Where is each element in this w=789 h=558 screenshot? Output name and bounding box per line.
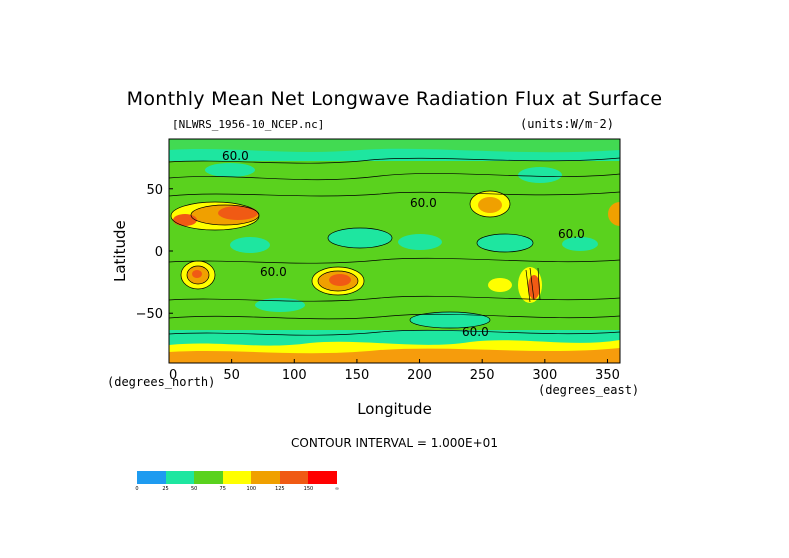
y-tick-label: −50 [136, 307, 163, 322]
contour-label: 60.0 [222, 149, 249, 163]
x-tick-label: 250 [470, 368, 495, 383]
x-tick-label: 350 [595, 368, 620, 383]
x-unit-label: (degrees_north) [107, 375, 216, 389]
colorbar-label: 150 [303, 486, 314, 492]
colorbar-label: 100 [246, 486, 257, 492]
contour-label: 60.0 [462, 325, 489, 339]
x-tick-label: 200 [407, 368, 432, 383]
colorbar-segment [279, 471, 309, 484]
contour-label: 60.0 [558, 227, 585, 241]
colorbar-label: 0 [135, 486, 139, 492]
colorbar-label: 75 [219, 486, 226, 492]
x-tick-label: 50 [223, 368, 240, 383]
y-unit-label: (degrees_east) [538, 383, 640, 397]
chart-title: Monthly Mean Net Longwave Radiation Flux… [126, 88, 663, 110]
colorbar-label: 25 [162, 486, 169, 492]
file-name-label: [NLWRS_1956-10_NCEP.nc] [172, 118, 325, 131]
heatmap-field [169, 139, 620, 363]
colorbar-segment [137, 471, 166, 484]
y-tick-label: 50 [146, 183, 163, 198]
x-tick-label: 150 [345, 368, 370, 383]
contour-label: 60.0 [410, 196, 437, 210]
x-tick-label: 100 [282, 368, 307, 383]
y-axis-label: Latitude [111, 220, 129, 282]
contour-interval-label: CONTOUR INTERVAL = 1.000E+01 [291, 436, 498, 450]
colorbar-segment [194, 471, 223, 484]
contour-label: 60.0 [260, 265, 287, 279]
colorbar-label: 50 [190, 486, 198, 492]
colorbar-segment [308, 471, 338, 484]
units-label: (units:W/m⁻2) [520, 117, 614, 131]
colorbar-labels: 0 25 50 75 100 125 150 ∞ [135, 486, 340, 496]
colorbar-segment [222, 471, 252, 484]
x-tick-label: 300 [532, 368, 557, 383]
colorbar [137, 471, 338, 484]
colorbar-label: ∞ [334, 486, 340, 492]
colorbar-segment [165, 471, 195, 484]
x-axis-label: Longitude [357, 400, 432, 418]
colorbar-label: 125 [275, 486, 285, 492]
x-tick-label: 0 [169, 368, 177, 383]
y-tick-label: 0 [155, 245, 163, 260]
colorbar-segment [251, 471, 280, 484]
